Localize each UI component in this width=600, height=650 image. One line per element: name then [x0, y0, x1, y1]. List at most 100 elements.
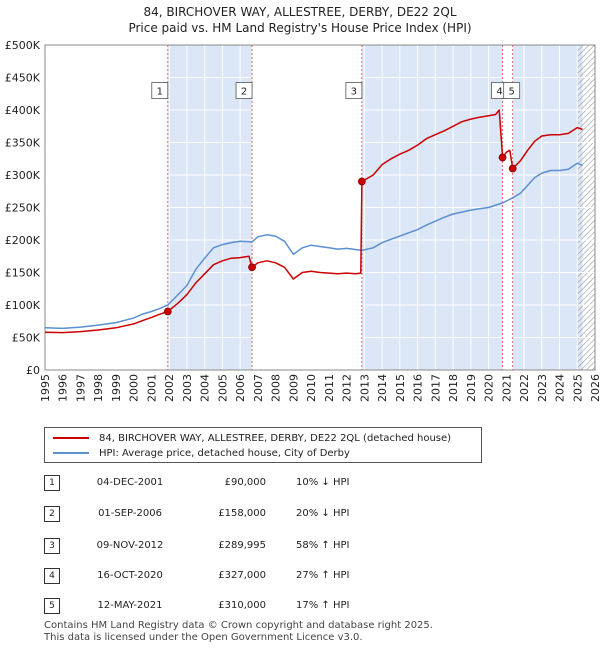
y-tick-label: £50K	[12, 332, 41, 345]
x-tick-label: 1996	[57, 374, 70, 402]
legend-swatch-property	[53, 437, 89, 439]
hpi-line	[44, 162, 583, 330]
sale-point	[248, 263, 256, 272]
transaction-price: £327,000	[218, 570, 266, 581]
x-tick-label: 2004	[199, 374, 212, 402]
sale-label-number: 5	[508, 87, 514, 98]
y-tick-label: £500K	[5, 39, 41, 52]
x-tick-label: 2024	[554, 374, 567, 402]
x-tick-label: 2020	[483, 374, 496, 402]
transaction-number: 2	[44, 506, 60, 522]
y-tick-label: £250K	[5, 202, 41, 215]
x-tick-label: 2016	[412, 374, 425, 402]
table-row: 3 09-NOV-2012 £289,995 58% ↑ HPI	[44, 536, 464, 556]
chart-title: 84, BIRCHOVER WAY, ALLESTREE, DERBY, DE2…	[0, 4, 600, 36]
x-tick-label: 2008	[270, 374, 283, 402]
legend-label-hpi: HPI: Average price, detached house, City…	[99, 447, 350, 459]
plot-frame	[44, 44, 596, 371]
x-tick-label: 2019	[465, 374, 478, 402]
sale-label-number: 1	[157, 87, 163, 98]
x-tick-label: 2000	[128, 374, 141, 402]
transaction-number: 5	[44, 598, 60, 614]
transaction-price: £289,995	[218, 540, 266, 551]
y-tick-label: £150K	[5, 267, 41, 280]
legend-item-hpi: HPI: Average price, detached house, City…	[53, 446, 350, 460]
transaction-hpi-diff: 10% ↓ HPI	[296, 477, 350, 488]
x-tick-label: 1997	[74, 374, 87, 402]
x-tick-label: 2011	[323, 374, 336, 402]
table-row: 2 01-SEP-2006 £158,000 20% ↓ HPI	[44, 504, 464, 524]
x-tick-label: 2006	[234, 374, 247, 402]
x-tick-label: 2009	[287, 374, 300, 402]
x-tick-label: 2013	[358, 374, 371, 402]
legend: 84, BIRCHOVER WAY, ALLESTREE, DERBY, DE2…	[44, 427, 482, 463]
x-tick-label: 2001	[145, 374, 158, 402]
sale-label-box: 1	[151, 82, 169, 99]
x-tick-label: 2025	[571, 374, 584, 402]
y-tick-label: £300K	[5, 169, 41, 182]
y-tick-label: £100K	[5, 299, 41, 312]
property-price-line	[44, 109, 583, 334]
legend-swatch-hpi	[53, 452, 89, 454]
sale-point	[498, 153, 507, 162]
y-tick-label: £350K	[5, 137, 41, 150]
y-tick-label: £450K	[5, 72, 41, 85]
sale-label-number: 2	[241, 87, 247, 98]
sale-label-box: 5	[503, 82, 521, 99]
x-tick-label: 2012	[341, 374, 354, 402]
x-tick-label: 2026	[589, 374, 600, 402]
title-subtitle: Price paid vs. HM Land Registry's House …	[128, 21, 472, 35]
transaction-hpi-diff: 58% ↑ HPI	[296, 540, 350, 551]
x-tick-label: 2015	[394, 374, 407, 402]
x-tick-label: 2018	[447, 374, 460, 402]
sale-point	[163, 307, 172, 316]
transaction-number: 4	[44, 568, 60, 584]
y-tick-label: £400K	[5, 104, 41, 117]
table-row: 1 04-DEC-2001 £90,000 10% ↓ HPI	[44, 473, 464, 493]
sale-label-frame	[151, 82, 169, 99]
x-tick-label: 2022	[518, 374, 531, 402]
x-tick-label: 1998	[92, 374, 105, 402]
x-tick-label: 2021	[500, 374, 513, 402]
y-tick-label: £200K	[5, 234, 41, 247]
sale-point	[357, 177, 366, 186]
transaction-number: 1	[44, 475, 60, 491]
sale-label-box: 3	[345, 82, 363, 99]
footer-license: This data is licensed under the Open Gov…	[44, 632, 363, 643]
transaction-date: 16-OCT-2020	[97, 570, 163, 581]
price-chart: £0 £50K £100K £150K £200K £250K £300K £350K £400…	[5, 39, 600, 402]
x-tick-label: 2002	[163, 374, 176, 402]
x-tick-label: 2023	[536, 374, 549, 402]
transaction-hpi-diff: 17% ↑ HPI	[296, 600, 350, 611]
x-tick-label: 2014	[376, 374, 389, 402]
legend-label-property: 84, BIRCHOVER WAY, ALLESTREE, DERBY, DE2…	[99, 432, 452, 444]
transaction-price: £310,000	[218, 600, 266, 611]
transaction-date: 09-NOV-2012	[96, 540, 164, 551]
transaction-date: 04-DEC-2001	[96, 477, 164, 488]
x-tick-label: 2007	[252, 374, 265, 402]
y-tick-label: £0	[26, 364, 40, 377]
transaction-hpi-diff: 27% ↑ HPI	[296, 570, 350, 581]
transaction-price: £90,000	[224, 477, 266, 488]
table-row: 4 16-OCT-2020 £327,000 27% ↑ HPI	[44, 566, 464, 586]
sale-label-number: 3	[351, 87, 357, 98]
transaction-date: 12-MAY-2021	[97, 600, 163, 611]
transaction-hpi-diff: 20% ↓ HPI	[296, 508, 350, 519]
sale-label-frame	[235, 82, 253, 99]
x-tick-label: 2003	[181, 374, 194, 402]
transaction-price: £158,000	[218, 508, 266, 519]
transaction-date: 01-SEP-2006	[98, 508, 162, 519]
sale-label-box: 2	[235, 82, 253, 99]
x-tick-label: 1995	[39, 374, 52, 402]
x-tick-label: 2005	[216, 374, 229, 402]
title-address: 84, BIRCHOVER WAY, ALLESTREE, DERBY, DE2…	[143, 5, 457, 19]
sale-point	[508, 164, 517, 173]
sale-label-frame	[345, 82, 363, 99]
sale-label-frame	[503, 82, 521, 99]
footer: Contains HM Land Registry data © Crown c…	[44, 620, 433, 644]
x-tick-label: 2017	[429, 374, 442, 402]
table-row: 5 12-MAY-2021 £310,000 17% ↑ HPI	[44, 596, 464, 616]
footer-copyright: Contains HM Land Registry data © Crown c…	[44, 620, 433, 631]
sale-label-number: 4	[496, 87, 502, 98]
x-tick-label: 1999	[110, 374, 123, 402]
